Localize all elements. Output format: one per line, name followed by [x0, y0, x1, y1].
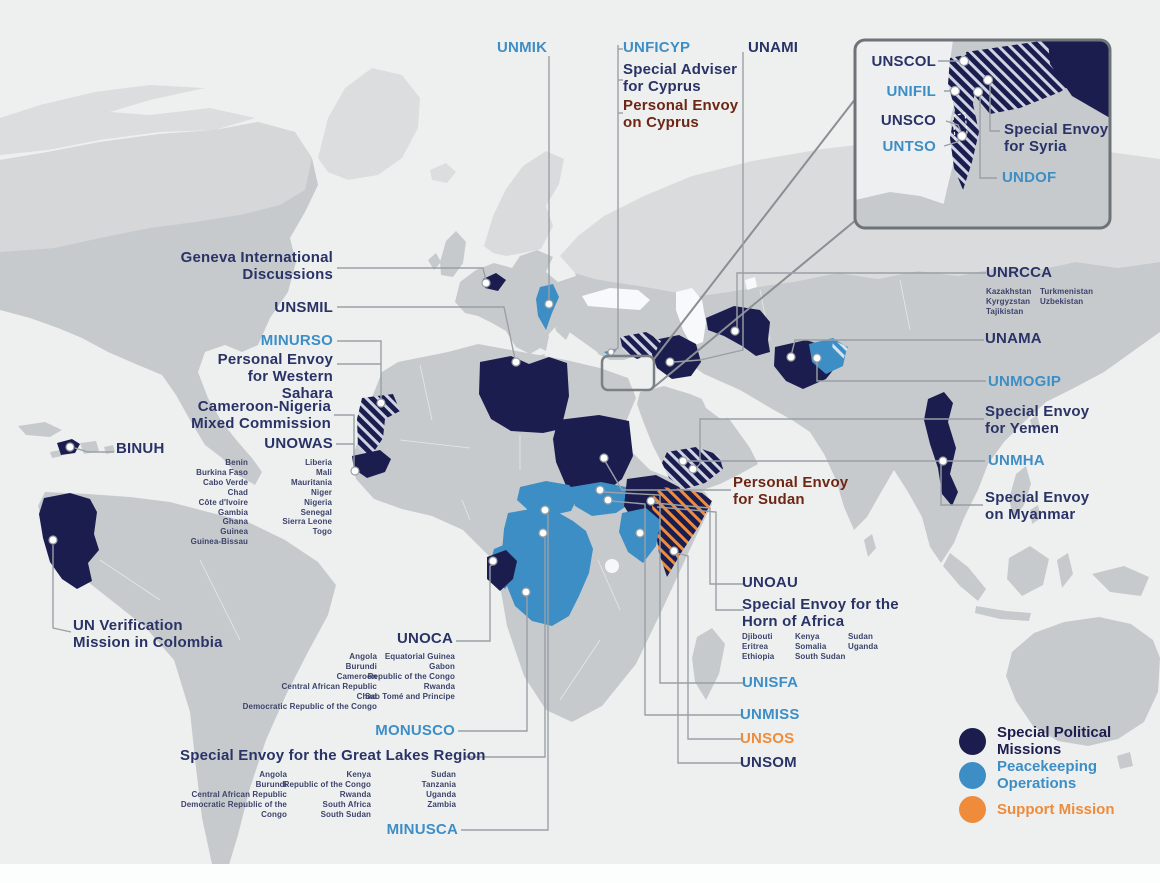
legend-item-special-political: Special Political Missions	[959, 724, 1160, 758]
leader-lines	[52, 45, 986, 831]
label-special-adviser-cyprus: Special Adviser for Cyprus	[623, 61, 738, 95]
unoca-countries-col2: Equatorial Guinea Gabon Republic of the …	[365, 652, 455, 701]
label-great-lakes-envoy: Special Envoy for the Great Lakes Region	[180, 747, 486, 764]
label-unami: UNAMI	[748, 39, 799, 56]
legend-item-peacekeeping: Peacekeeping Operations	[959, 758, 1160, 792]
zoom-rectangle	[600, 97, 857, 392]
label-unoca: UNOCA	[397, 630, 453, 647]
label-unmik: UNMIK	[497, 39, 548, 56]
great-lakes-countries-col2: Kenya Republic of the Congo Rwanda South…	[283, 770, 371, 819]
label-colombia-mission: UN Verification Mission in Colombia	[73, 617, 223, 651]
label-unmogip: UNMOGIP	[988, 373, 1062, 390]
horn-countries-col2: Kenya Somalia South Sudan	[795, 632, 846, 661]
label-unmiss: UNMISS	[740, 706, 800, 723]
label-special-envoy-myanmar: Special Envoy on Myanmar	[985, 489, 1090, 523]
label-special-envoy-horn: Special Envoy for the Horn of Africa	[742, 596, 899, 630]
label-cameroon-nigeria: Cameroon-Nigeria Mixed Commission	[191, 398, 331, 432]
inset-map	[853, 38, 1112, 230]
location-dots	[48, 278, 948, 597]
label-personal-envoy-cyprus: Personal Envoy on Cyprus	[623, 97, 739, 131]
unoca-countries-col1: Angola Burundi Cameroon Central African …	[242, 652, 377, 711]
legend-label-special-political: Special Political Missions	[997, 724, 1112, 758]
label-minusca: MINUSCA	[386, 821, 458, 838]
unrcca-countries-col2: Turkmenistan Uzbekistan	[1040, 287, 1094, 306]
unowas-countries-col1: Benin Burkina Faso Cabo Verde Chad Côte …	[190, 458, 248, 547]
label-untso: UNTSO	[882, 138, 936, 155]
label-undof: UNDOF	[1002, 169, 1057, 186]
great-lakes-countries-col1: Angola Burundi Central African Republic …	[180, 770, 287, 819]
legend-label-peacekeeping: Peacekeeping Operations	[997, 758, 1098, 792]
legend-swatch-special-political	[959, 727, 986, 755]
label-unsom: UNSOM	[740, 754, 797, 771]
legend-swatch-peacekeeping	[959, 761, 986, 789]
label-minurso: MINURSO	[260, 332, 333, 349]
label-binuh: BINUH	[116, 440, 165, 457]
label-unama: UNAMA	[985, 330, 1042, 347]
great-lakes-countries-col3: Sudan Tanzania Uganda Zambia	[421, 770, 456, 809]
horn-countries-col3: Sudan Uganda	[848, 632, 878, 651]
label-unowas: UNOWAS	[264, 435, 333, 452]
label-personal-envoy-western-sahara: Personal Envoy for Western Sahara	[217, 351, 333, 402]
label-unscol: UNSCOL	[871, 53, 936, 70]
unrcca-countries-col1: Kazakhstan Kyrgyzstan Tajikistan	[986, 287, 1032, 316]
legend-item-support: Support Mission	[959, 795, 1115, 823]
legend-swatch-support	[959, 795, 986, 823]
label-personal-envoy-sudan: Personal Envoy for Sudan	[733, 474, 849, 508]
label-monusco: MONUSCO	[375, 722, 455, 739]
label-unsos: UNSOS	[740, 730, 795, 747]
label-geneva-discussions: Geneva International Discussions	[180, 249, 333, 283]
label-unifil: UNIFIL	[886, 83, 936, 100]
legend-label-support: Support Mission	[997, 800, 1115, 818]
label-special-envoy-yemen: Special Envoy for Yemen	[985, 403, 1090, 437]
label-unsmil: UNSMIL	[274, 299, 333, 316]
label-unmha: UNMHA	[988, 452, 1045, 469]
label-special-envoy-syria: Special Envoy for Syria	[1004, 121, 1109, 155]
map-bottom-edge	[0, 864, 1160, 883]
label-unoau: UNOAU	[742, 574, 798, 591]
horn-countries-col1: Djibouti Eritrea Ethiopia	[742, 632, 775, 661]
label-unficyp: UNFICYP	[623, 39, 691, 56]
label-unsco: UNSCO	[880, 112, 936, 129]
label-unrcca: UNRCCA	[986, 264, 1053, 281]
unowas-countries-col2: Liberia Mali Mauritania Niger Nigeria Se…	[282, 458, 332, 537]
label-unisfa: UNISFA	[742, 674, 799, 691]
